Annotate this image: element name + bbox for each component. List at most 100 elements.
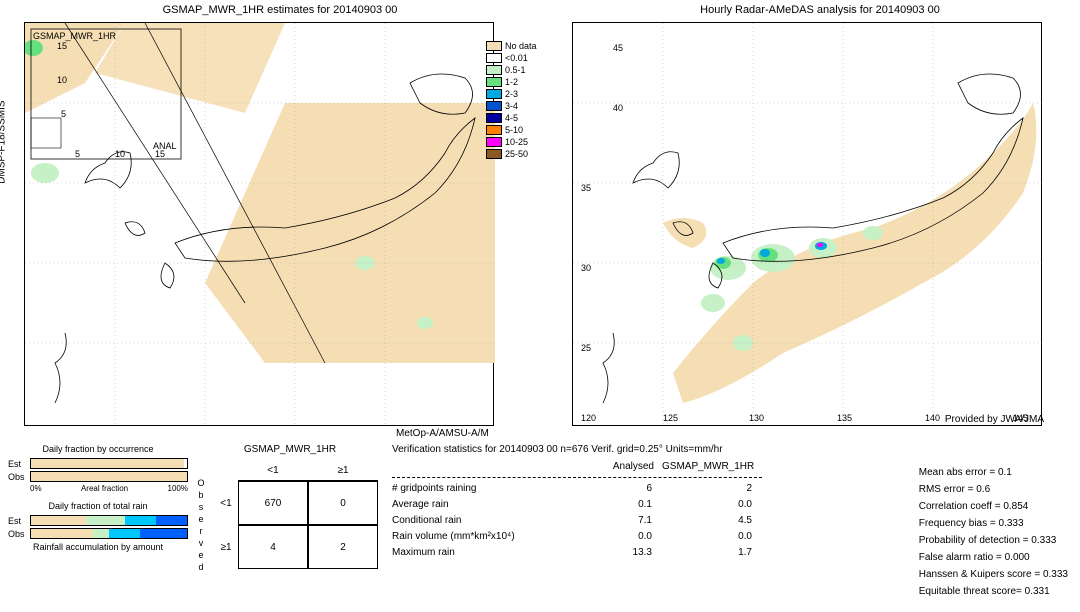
ct-rh-1: ≥1 — [214, 525, 238, 569]
xt-140: 140 — [925, 413, 940, 423]
bar-lbl-est1: Est — [8, 459, 30, 469]
legend-row: 3-4 — [486, 100, 546, 112]
vt-r1-b: 0.0 — [662, 499, 762, 510]
fraction-bars-col: Daily fraction by occurrence Est Obs 0% … — [8, 444, 188, 610]
legend-swatch — [486, 65, 502, 75]
legend-label: <0.01 — [505, 53, 528, 63]
ct-grid: <1 ≥1 <1 670 0 ≥1 4 2 — [214, 461, 380, 569]
inset-x-10: 10 — [115, 149, 125, 159]
vt-ch-1: GSMAP_MWR_1HR — [662, 461, 762, 472]
legend-row: <0.01 — [486, 52, 546, 64]
top-maps-row: GSMAP_MWR_1HR estimates for 20140903 00 … — [0, 0, 1080, 440]
bar-segment — [31, 516, 86, 525]
inset-x-15: 15 — [155, 149, 165, 159]
right-map-svg: 120 125 130 135 140 145 25 30 35 40 45 — [573, 23, 1043, 427]
xt-125: 125 — [663, 413, 678, 423]
legend-row: 2-3 — [486, 88, 546, 100]
bar-fill-est1 — [31, 459, 184, 468]
verif-title: Verification statistics for 20140903 00 … — [392, 444, 1072, 455]
swath-top — [95, 23, 285, 113]
bar-fill-obs1 — [31, 472, 187, 481]
bar-segment — [93, 529, 109, 538]
legend-label: No data — [505, 41, 537, 51]
legend-swatch — [486, 77, 502, 87]
ct-00: 670 — [238, 481, 308, 525]
legend-label: 10-25 — [505, 137, 528, 147]
axis-right: 100% — [168, 484, 188, 493]
ct-11: 2 — [308, 525, 378, 569]
xt-120: 120 — [581, 413, 596, 423]
axis-left: 0% — [30, 484, 42, 493]
stat-line: Hanssen & Kuipers score = 0.333 — [919, 566, 1068, 583]
vt-r0-b: 2 — [662, 483, 762, 494]
rain-a — [31, 163, 59, 183]
colorbar-legend: No data<0.010.5-11-22-33-44-55-1010-2525… — [486, 40, 546, 160]
vt-r0-a: 6 — [592, 483, 662, 494]
stat-line: Equitable threat score= 0.331 — [919, 583, 1068, 600]
stat-line: RMS error = 0.6 — [919, 481, 1068, 498]
legend-label: 2-3 — [505, 89, 518, 99]
bar-est-2: Est — [8, 515, 188, 526]
observed-label: Observed — [196, 478, 206, 574]
legend-label: 4-5 — [505, 113, 518, 123]
vt-r4-b: 1.7 — [662, 547, 762, 558]
vt-r0-l: # gridpoints raining — [392, 483, 592, 494]
bar-est-1: Est — [8, 458, 188, 469]
legend-row: 10-25 — [486, 136, 546, 148]
vt-dash — [392, 477, 762, 478]
bar-segment — [125, 516, 156, 525]
inset-y-10: 10 — [57, 75, 67, 85]
contingency-col: GSMAP_MWR_1HR Observed <1 ≥1 <1 670 0 ≥1… — [200, 444, 380, 610]
inset-label: GSMAP_MWR_1HR — [33, 31, 116, 41]
amedas-area — [673, 103, 1036, 403]
legend-swatch — [486, 113, 502, 123]
vt-r3-a: 0.0 — [592, 531, 662, 542]
bars-title-1: Daily fraction by occurrence — [8, 444, 188, 454]
vt-r2-b: 4.5 — [662, 515, 762, 526]
legend-swatch — [486, 125, 502, 135]
vt-r4-a: 13.3 — [592, 547, 662, 558]
xt-135: 135 — [837, 413, 852, 423]
legend-swatch — [486, 89, 502, 99]
ct-ch-1: ≥1 — [308, 461, 378, 481]
vt-ch-0: Analysed — [592, 461, 662, 472]
yt-30: 30 — [581, 263, 591, 273]
vt-r1-a: 0.1 — [592, 499, 662, 510]
verification-col: Verification statistics for 20140903 00 … — [392, 444, 1072, 610]
stat-line: Mean abs error = 0.1 — [919, 464, 1068, 481]
bars-title-2: Daily fraction of total rain — [8, 501, 188, 511]
bar-lbl-obs1: Obs — [8, 472, 30, 482]
left-map-panel: GSMAP_MWR_1HR estimates for 20140903 00 … — [0, 0, 560, 440]
bottom-stats-row: Daily fraction by occurrence Est Obs 0% … — [0, 440, 1080, 612]
stat-line: Correlation coeff = 0.854 — [919, 498, 1068, 515]
legend-swatch — [486, 137, 502, 147]
left-map-box: GSMAP_MWR_1HR ANAL 15 10 5 5 10 15 — [24, 22, 494, 426]
right-map-title: Hourly Radar-AMeDAS analysis for 2014090… — [560, 0, 1080, 20]
legend-label: 3-4 — [505, 101, 518, 111]
vt-r2-l: Conditional rain — [392, 515, 592, 526]
yt-25: 25 — [581, 343, 591, 353]
legend-label: 0.5-1 — [505, 65, 526, 75]
left-y-axis-label: DMSP-F18/SSMIS — [0, 100, 8, 183]
ct-10: 4 — [238, 525, 308, 569]
legend-swatch — [486, 101, 502, 111]
vt-r4-l: Maximum rain — [392, 547, 592, 558]
ct-01: 0 — [308, 481, 378, 525]
ct-ch-0: <1 — [238, 461, 308, 481]
yt-35: 35 — [581, 183, 591, 193]
bar-outer-est1 — [30, 458, 188, 469]
inset-y-5: 5 — [61, 109, 66, 119]
vt-r1-l: Average rain — [392, 499, 592, 510]
ct-title: GSMAP_MWR_1HR — [200, 444, 380, 455]
inset-y-15: 15 — [57, 41, 67, 51]
legend-swatch — [486, 149, 502, 159]
bar-segment — [156, 516, 187, 525]
legend-row: 0.5-1 — [486, 64, 546, 76]
bars-caption: Rainfall accumulation by amount — [8, 542, 188, 552]
vt-r3-l: Rain volume (mm*km²x10⁴) — [392, 531, 592, 542]
vt-r3-b: 0.0 — [662, 531, 762, 542]
right-map-box: 120 125 130 135 140 145 25 30 35 40 45 — [572, 22, 1042, 426]
legend-row: 25-50 — [486, 148, 546, 160]
legend-label: 25-50 — [505, 149, 528, 159]
stat-line: Probability of detection = 0.333 — [919, 532, 1068, 549]
